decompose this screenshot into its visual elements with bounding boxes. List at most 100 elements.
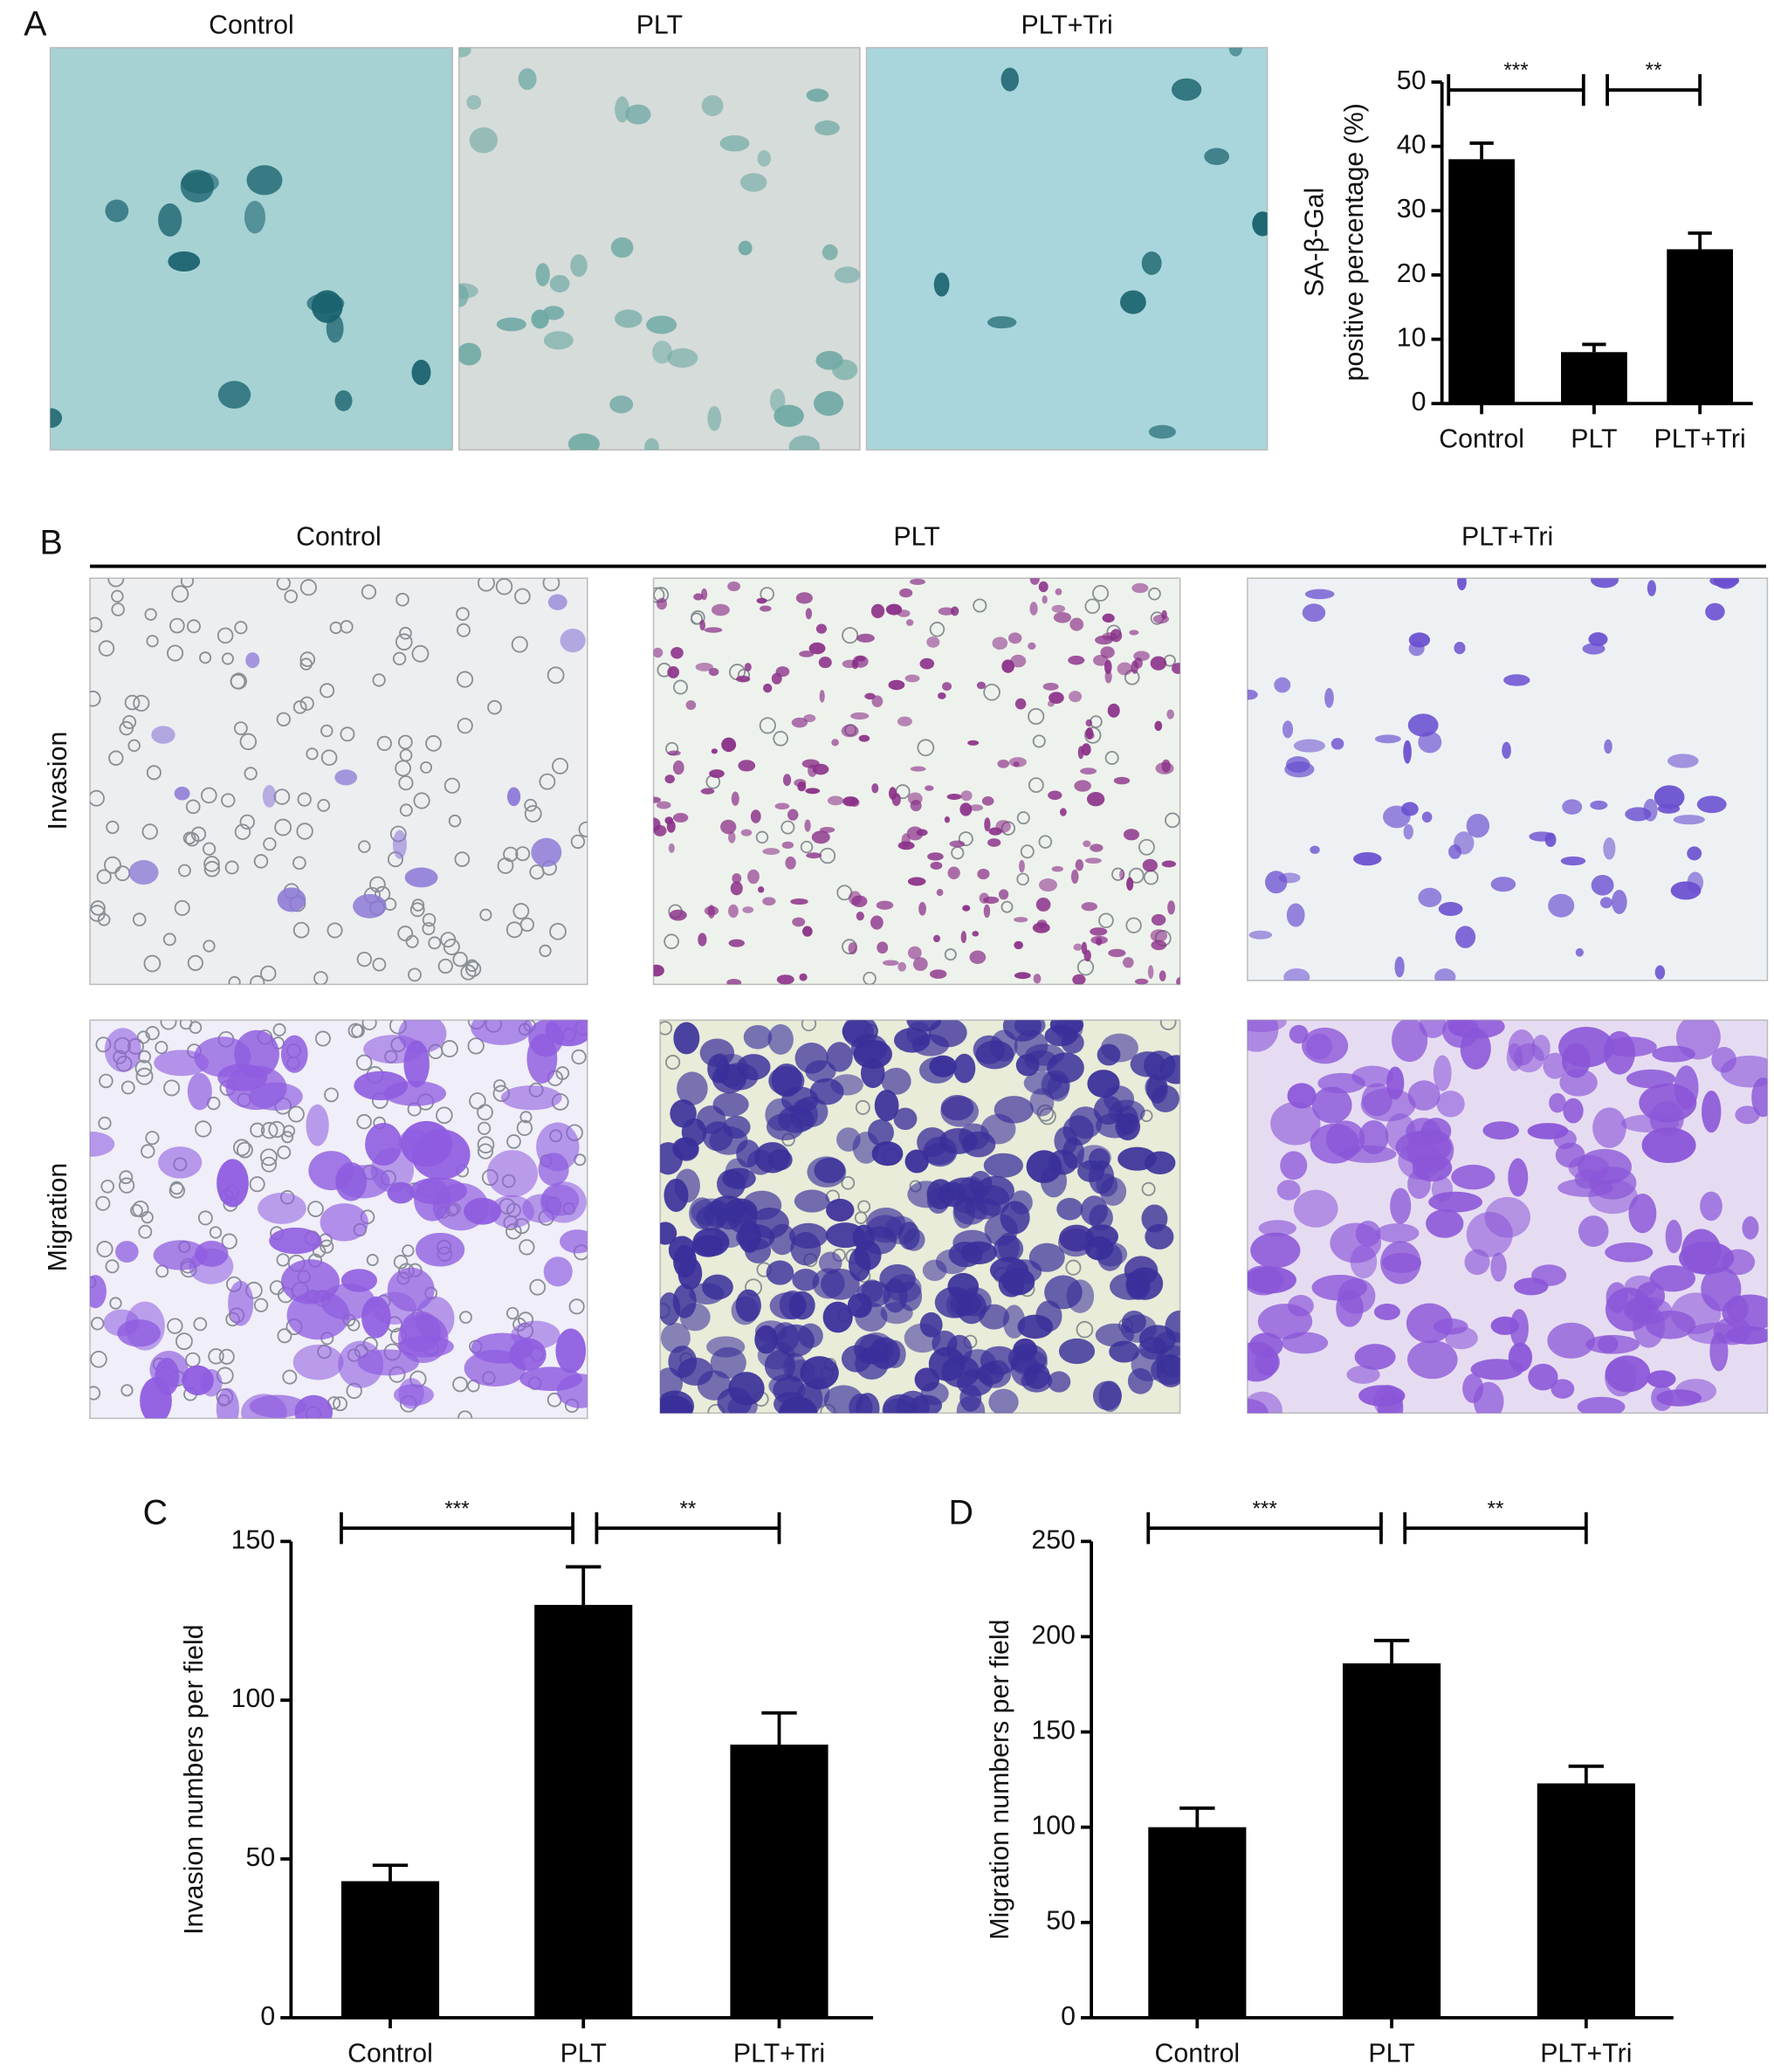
pore (274, 818, 292, 836)
y-tick-label: 250 (1031, 1525, 1076, 1554)
cell (1466, 813, 1490, 838)
cell (1014, 940, 1023, 950)
pore (460, 964, 477, 981)
cell (387, 1267, 435, 1311)
pore (1084, 598, 1101, 615)
cell (794, 1189, 830, 1213)
cell (320, 1284, 375, 1320)
bar (1343, 1662, 1441, 2018)
cell (929, 969, 947, 979)
cell (927, 852, 944, 861)
cell (760, 605, 772, 612)
cell (1612, 889, 1627, 914)
cell (411, 359, 431, 386)
cell (1559, 1069, 1598, 1097)
cell (904, 1149, 929, 1174)
pore (398, 775, 414, 791)
pore (492, 1079, 506, 1092)
cell (115, 1241, 139, 1263)
cell (731, 791, 739, 806)
pore (1016, 872, 1029, 886)
cell (933, 272, 950, 297)
cell (1077, 1160, 1105, 1182)
cell (803, 1377, 830, 1409)
pore (167, 1318, 183, 1334)
pore (292, 921, 310, 939)
cell (415, 1296, 455, 1341)
micrograph-cells (660, 1020, 1180, 1414)
cell (799, 651, 815, 657)
cell (814, 1157, 846, 1183)
cell (466, 94, 482, 110)
cell (730, 881, 743, 896)
pore (351, 1023, 365, 1038)
cell (997, 1232, 1020, 1262)
cell (727, 582, 741, 592)
cell (947, 866, 960, 880)
pore (186, 619, 201, 634)
bar (730, 1745, 829, 2018)
pore (217, 627, 234, 644)
pore (233, 721, 248, 736)
cell (1721, 1249, 1756, 1276)
pore (478, 1121, 492, 1135)
cell (1070, 869, 1079, 885)
cell (1603, 837, 1616, 860)
cell (1374, 734, 1401, 744)
panel-label: C (143, 1493, 168, 1532)
row-label: Invasion (44, 732, 72, 830)
pore (395, 592, 409, 607)
cell (664, 1178, 689, 1212)
cell (918, 901, 926, 916)
cell (547, 594, 567, 610)
cell (976, 681, 986, 690)
significance-label: ** (1488, 1497, 1504, 1520)
cell (700, 788, 715, 795)
pore (134, 1059, 153, 1077)
cell (128, 860, 159, 885)
pore (441, 1040, 458, 1058)
cell (1000, 67, 1019, 92)
cell (1097, 1243, 1123, 1271)
cell (858, 734, 870, 742)
pore (568, 1298, 585, 1315)
cell (1096, 937, 1103, 947)
pore (333, 1396, 348, 1412)
pore (800, 840, 814, 854)
cell (506, 787, 521, 807)
cell (1150, 656, 1167, 671)
cell (938, 607, 955, 616)
cell (1394, 956, 1405, 978)
cell (886, 1273, 922, 1303)
cell (1119, 290, 1146, 314)
cell (1558, 1027, 1614, 1068)
y-tick-label: 30 (1397, 195, 1427, 224)
cell (668, 843, 675, 853)
pore (119, 720, 134, 736)
cell (1418, 887, 1442, 907)
cell (1051, 865, 1063, 872)
cell (819, 826, 835, 833)
cell (496, 317, 526, 332)
cell (726, 978, 742, 985)
bar (1448, 159, 1516, 404)
cell (1090, 927, 1108, 936)
cell (756, 597, 767, 604)
cell (701, 95, 724, 117)
cell (968, 804, 984, 811)
cell (660, 1322, 691, 1353)
cell (938, 692, 946, 699)
cell (842, 659, 857, 669)
pore (515, 846, 531, 862)
cell (489, 1194, 534, 1229)
cell (907, 946, 922, 960)
pore (422, 912, 437, 927)
cell (1033, 974, 1042, 984)
cell (750, 809, 761, 823)
pore (259, 1148, 278, 1167)
pore (755, 830, 769, 844)
cell (1438, 902, 1463, 916)
cell (670, 1099, 697, 1128)
cell (1406, 1340, 1458, 1380)
cell (1258, 1220, 1296, 1237)
